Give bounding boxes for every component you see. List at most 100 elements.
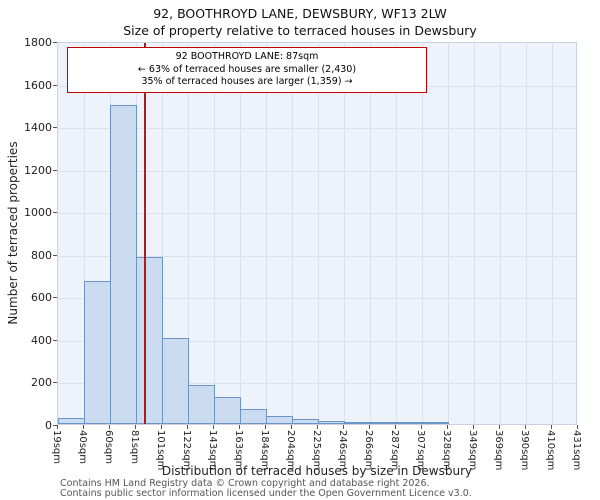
x-tick-label: 246sqm — [337, 430, 348, 471]
x-tick-label: 19sqm — [51, 430, 62, 465]
x-grid-line — [214, 43, 215, 424]
annotation-box: 92 BOOTHROYD LANE: 87sqm ← 63% of terrac… — [67, 47, 427, 93]
histogram-bar — [58, 417, 85, 424]
x-grid-line — [292, 43, 293, 424]
x-tick-mark — [239, 425, 240, 429]
x-grid-line — [188, 43, 189, 424]
footer-line-2: Contains public sector information licen… — [60, 488, 472, 499]
x-tick-mark — [187, 425, 188, 429]
histogram-bar — [136, 256, 163, 424]
y-tick-label: 1800 — [24, 36, 52, 49]
y-tick-mark — [53, 127, 57, 129]
y-tick-mark — [53, 212, 57, 214]
y-tick-mark — [53, 254, 57, 256]
x-tick-label: 184sqm — [259, 430, 270, 471]
y-tick-label: 800 — [31, 248, 52, 262]
x-grid-line — [526, 43, 527, 424]
x-tick-mark — [577, 425, 578, 429]
x-grid-line — [500, 43, 501, 424]
histogram-bar — [240, 409, 267, 424]
x-tick-label: 163sqm — [233, 430, 244, 471]
x-grid-line — [396, 43, 397, 424]
chart-subtitle: Size of property relative to terraced ho… — [123, 23, 477, 38]
histogram-bar — [188, 384, 215, 424]
x-axis-label: Distribution of terraced houses by size … — [161, 464, 473, 478]
y-tick-label: 1400 — [24, 121, 52, 135]
x-tick-label: 431sqm — [571, 430, 582, 471]
x-tick-label: 204sqm — [285, 430, 296, 471]
y-tick-mark — [53, 425, 57, 426]
x-tick-mark — [447, 425, 448, 429]
x-tick-mark — [265, 425, 266, 429]
y-tick-label: 1200 — [24, 163, 52, 177]
x-tick-mark — [135, 425, 136, 429]
x-tick-label: 225sqm — [311, 430, 322, 471]
x-tick-mark — [551, 425, 552, 429]
x-grid-line — [318, 43, 319, 424]
y-grid-line — [58, 298, 576, 300]
x-tick-mark — [161, 425, 162, 429]
x-tick-mark — [473, 425, 474, 429]
y-tick-mark — [53, 382, 57, 384]
x-tick-label: 122sqm — [181, 430, 192, 471]
y-grid-line — [58, 128, 576, 130]
y-tick-label: 1600 — [24, 78, 52, 92]
x-tick-mark — [343, 425, 344, 429]
histogram-bar — [84, 281, 111, 424]
y-tick-mark — [53, 42, 57, 43]
annotation-line-1: 92 BOOTHROYD LANE: 87sqm — [175, 51, 319, 62]
x-tick-label: 390sqm — [519, 430, 530, 471]
x-grid-line — [422, 43, 423, 424]
x-tick-mark — [317, 425, 318, 429]
x-grid-line — [266, 43, 267, 424]
x-grid-line — [84, 43, 85, 424]
x-tick-label: 328sqm — [441, 430, 452, 471]
chart-title: 92, BOOTHROYD LANE, DEWSBURY, WF13 2LW — [153, 6, 447, 21]
x-tick-label: 101sqm — [155, 430, 166, 471]
x-tick-mark — [213, 425, 214, 429]
y-tick-mark — [53, 297, 57, 299]
histogram-bar — [422, 422, 449, 424]
x-tick-label: 81sqm — [129, 430, 140, 465]
x-tick-mark — [83, 425, 84, 429]
x-grid-line — [240, 43, 241, 424]
x-tick-label: 60sqm — [103, 430, 114, 465]
y-tick-mark — [53, 84, 57, 86]
y-grid-line — [58, 255, 576, 257]
x-tick-mark — [499, 425, 500, 429]
y-tick-label: 1000 — [24, 206, 52, 220]
histogram-bar — [344, 422, 371, 424]
property-size-marker-line — [143, 43, 146, 424]
x-tick-mark — [525, 425, 526, 429]
y-tick-label: 600 — [31, 291, 52, 305]
histogram-bar — [214, 397, 241, 424]
y-tick-mark — [53, 339, 57, 341]
y-grid-line — [58, 213, 576, 215]
annotation-line-2: ← 63% of terraced houses are smaller (2,… — [137, 63, 357, 75]
x-grid-line — [162, 43, 163, 424]
x-tick-label: 287sqm — [389, 430, 400, 471]
histogram-bar — [318, 421, 345, 424]
y-grid-line — [58, 383, 576, 385]
annotation-line-3: 35% of terraced houses are larger (1,359… — [141, 76, 353, 87]
footer-attribution: Contains HM Land Registry data © Crown c… — [60, 479, 472, 499]
y-tick-label: 200 — [31, 376, 52, 390]
x-tick-label: 410sqm — [545, 430, 556, 471]
y-grid-line — [58, 340, 576, 342]
y-tick-mark — [53, 169, 57, 171]
x-tick-label: 349sqm — [467, 430, 478, 471]
histogram-bar — [370, 422, 397, 424]
x-tick-label: 369sqm — [493, 430, 504, 471]
x-tick-label: 40sqm — [77, 430, 88, 465]
x-tick-label: 143sqm — [207, 430, 218, 471]
x-tick-mark — [291, 425, 292, 429]
x-grid-line — [448, 43, 449, 424]
histogram-bar — [162, 337, 189, 424]
x-grid-line — [370, 43, 371, 424]
x-tick-label: 266sqm — [363, 430, 374, 471]
x-tick-mark — [421, 425, 422, 429]
y-tick-label: 400 — [31, 333, 52, 347]
histogram-bar — [266, 415, 293, 424]
x-tick-mark — [369, 425, 370, 429]
